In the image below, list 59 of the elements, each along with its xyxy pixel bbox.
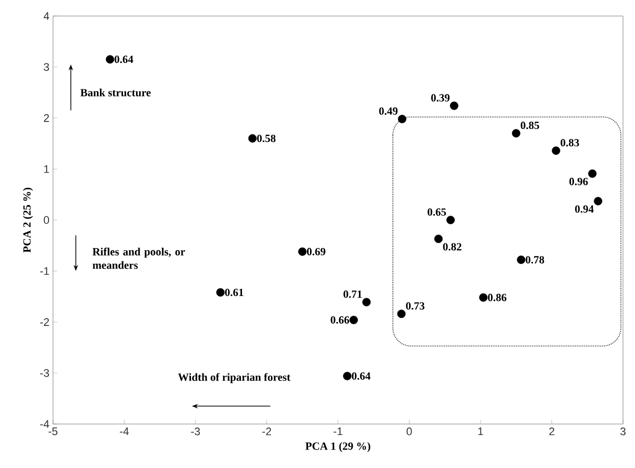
x-axis-title: PCA 1 (29 %) <box>305 442 370 452</box>
point <box>248 134 257 143</box>
x-tick-label: -2 <box>262 428 272 436</box>
point <box>343 372 352 380</box>
point <box>398 114 406 124</box>
annotation: 0.64 <box>114 56 134 64</box>
y-tick-label: 2 <box>44 114 49 122</box>
x-tick-label: 0 <box>406 428 412 436</box>
point <box>298 247 307 256</box>
annotation: 0.64 <box>352 372 370 380</box>
annotation: 0.86 <box>488 294 506 302</box>
y-tick-label: -2 <box>40 318 49 326</box>
x-tick-label: -4 <box>120 428 129 436</box>
point <box>512 129 520 138</box>
y-tick-label: -4 <box>40 420 50 428</box>
y-tick-label: 1 <box>44 165 49 173</box>
annotation: 0.94 <box>575 205 594 213</box>
point <box>106 55 114 64</box>
x-tick-label: 2 <box>549 428 554 436</box>
annotation: 0.61 <box>225 288 244 296</box>
x-tick-label: -3 <box>191 428 200 436</box>
point <box>594 196 602 206</box>
annotation: 0.39 <box>431 94 450 102</box>
x-tick-label: 1 <box>478 428 484 436</box>
annotation: Rifles and pools, or meanders <box>92 248 185 269</box>
point <box>397 310 406 318</box>
annotation: 0.58 <box>257 134 276 142</box>
point <box>516 256 526 264</box>
point <box>446 216 455 224</box>
annotation: 0.82 <box>443 243 462 251</box>
point <box>588 169 597 178</box>
annotation: Bank structure <box>80 88 151 96</box>
annotation: 0.73 <box>406 302 424 310</box>
x-tick-label: -5 <box>48 428 58 436</box>
y-axis-title: PCA 2 (25 %) <box>22 188 33 253</box>
point <box>216 288 225 297</box>
annotation: 0.71 <box>344 290 362 298</box>
point <box>434 234 443 244</box>
annotation: Width of riparian forest <box>178 373 290 384</box>
annotation: 0.85 <box>520 122 540 130</box>
annotation: 0.78 <box>526 256 544 264</box>
annotation: 0.69 <box>307 248 326 256</box>
point <box>362 298 371 306</box>
point <box>552 146 560 155</box>
annotation: 0.83 <box>560 139 580 146</box>
annotation: 0.66 <box>330 316 350 324</box>
y-tick-label: -3 <box>40 369 49 377</box>
point <box>349 316 358 324</box>
y-tick-label: 4 <box>44 12 50 20</box>
y-tick-label: 3 <box>44 63 49 71</box>
annotation: 0.96 <box>569 178 588 186</box>
y-tick-label: 0 <box>44 216 50 224</box>
x-tick-label: 3 <box>620 428 626 436</box>
point <box>450 102 458 110</box>
point <box>479 293 488 302</box>
x-tick-label: -1 <box>334 428 342 436</box>
y-tick-label: -1 <box>40 267 49 275</box>
annotation: 0.49 <box>379 107 398 115</box>
annotation: 0.65 <box>428 208 446 216</box>
